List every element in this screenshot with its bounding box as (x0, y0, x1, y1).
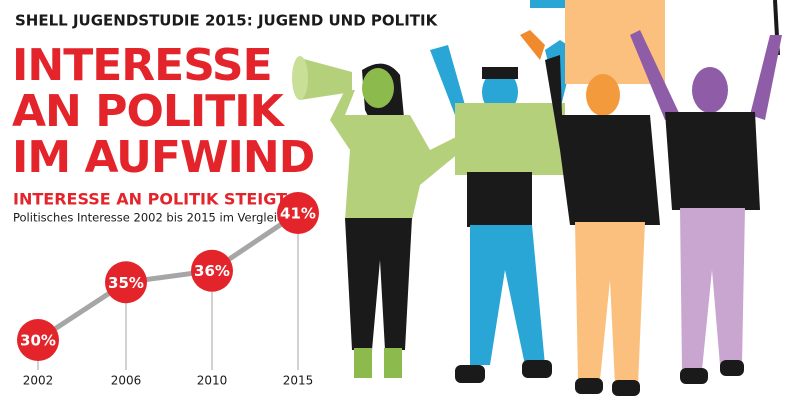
pants (680, 208, 745, 370)
arm (750, 35, 782, 120)
shoe (575, 378, 603, 394)
headline: INTERESSE (12, 40, 272, 91)
point (277, 192, 319, 234)
shirt (665, 112, 760, 210)
torso (330, 90, 465, 220)
boot (354, 348, 372, 378)
point (191, 249, 233, 292)
chart: 2002 30% 2006 35% 2010 36% 2015 41% (17, 192, 319, 388)
pants (470, 225, 545, 365)
head (362, 68, 394, 108)
shoe (455, 365, 485, 383)
head (586, 74, 620, 116)
arm (630, 30, 680, 120)
pants (345, 218, 412, 350)
point (17, 319, 59, 361)
hand (520, 30, 545, 60)
chart-title: INTERESSE AN POLITIK STEIGT (13, 190, 287, 209)
x-tick-label: 2002 (23, 374, 54, 388)
sign (455, 103, 565, 175)
x-tick-label: 2006 (111, 374, 142, 388)
value-label: 41% (280, 205, 316, 223)
arm (430, 45, 465, 115)
cap (482, 67, 518, 79)
value-label: 35% (108, 274, 144, 292)
shoe (680, 368, 708, 384)
x-tick-label: 2015 (283, 374, 314, 388)
line (36, 210, 300, 343)
illustration (292, 0, 782, 396)
shoe (720, 360, 744, 376)
megaphone-bell (292, 56, 308, 100)
boot (384, 348, 402, 378)
shoe (522, 360, 552, 378)
head (692, 67, 728, 113)
value-label: 30% (20, 332, 56, 350)
shirt (467, 172, 532, 227)
point (105, 261, 147, 304)
shoe (612, 380, 640, 396)
headline: IM AUFWIND (12, 132, 314, 183)
megaphone (300, 58, 352, 100)
shirt (545, 55, 660, 225)
chart-subtitle: Politisches Interesse 2002 bis 2015 im V… (13, 211, 291, 225)
header: SHELL JUGENDSTUDIE 2015: JUGEND UND POLI… (15, 12, 439, 30)
headline: AN POLITIK (12, 86, 286, 137)
x-tick-label: 2010 (197, 374, 228, 388)
value-label: 36% (194, 262, 230, 280)
pants (575, 222, 645, 385)
